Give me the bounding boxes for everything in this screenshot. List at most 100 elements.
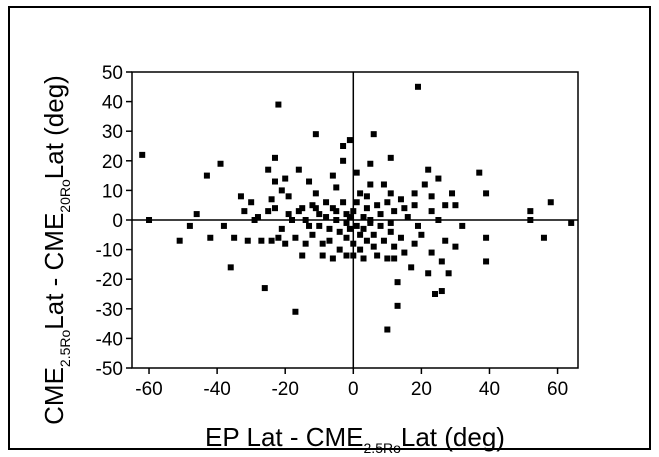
data-point	[411, 240, 418, 247]
data-point	[323, 214, 330, 221]
data-point	[237, 193, 244, 200]
data-point	[295, 166, 302, 173]
data-point	[316, 211, 323, 218]
data-point	[411, 190, 418, 197]
data-point	[394, 279, 401, 286]
data-point	[374, 252, 381, 259]
data-point	[343, 219, 350, 226]
data-point	[316, 222, 323, 229]
data-point	[483, 190, 490, 197]
x-tick-label: 0	[348, 379, 359, 400]
data-point	[254, 214, 261, 221]
x-tick-label: 20	[411, 379, 432, 400]
data-point	[282, 175, 289, 182]
data-point	[401, 205, 408, 212]
y-axis-title-middle: Lat - CME	[39, 213, 69, 330]
data-point	[391, 255, 398, 262]
data-point	[329, 172, 336, 179]
data-point	[340, 199, 347, 206]
data-point	[357, 231, 364, 238]
data-point	[363, 205, 370, 212]
data-point	[302, 217, 309, 223]
data-point	[425, 270, 432, 277]
data-point	[357, 190, 364, 197]
y-tick-label: -20	[96, 270, 123, 291]
data-point	[336, 228, 343, 235]
y-axis-title-subscript-1: 2.5Ro	[57, 330, 73, 368]
data-point	[394, 302, 401, 309]
y-tick-label: 10	[102, 181, 123, 202]
data-point	[333, 208, 340, 215]
y-tick-label: 30	[102, 122, 123, 143]
data-point	[278, 225, 285, 232]
data-point	[333, 217, 340, 223]
data-point	[367, 181, 374, 188]
data-point	[309, 202, 316, 209]
data-point	[568, 219, 575, 226]
data-point	[374, 202, 381, 209]
data-point	[449, 190, 456, 197]
data-point	[367, 219, 374, 226]
x-tick-label: -40	[203, 379, 230, 400]
data-point	[271, 154, 278, 161]
data-point	[176, 237, 183, 244]
data-point	[428, 193, 435, 200]
data-point	[483, 258, 490, 265]
x-tick-label: 40	[479, 379, 500, 400]
data-point	[146, 217, 153, 223]
data-point	[377, 222, 384, 229]
data-point	[425, 166, 432, 173]
data-point	[323, 199, 330, 206]
data-point	[350, 252, 357, 259]
data-point	[299, 252, 306, 259]
data-point	[432, 291, 439, 297]
data-point	[217, 160, 224, 167]
data-point	[292, 234, 299, 241]
data-point	[438, 258, 445, 265]
data-point	[346, 225, 353, 232]
data-point	[442, 202, 449, 209]
data-point	[271, 205, 278, 212]
data-point	[193, 211, 200, 218]
data-point	[414, 222, 421, 229]
data-point	[387, 154, 394, 161]
y-tick-label: -40	[96, 329, 123, 350]
data-point	[438, 288, 445, 295]
data-point	[241, 208, 248, 215]
data-point	[360, 225, 367, 232]
data-point	[289, 217, 296, 223]
data-point	[404, 214, 411, 221]
data-point	[139, 151, 146, 158]
data-point	[326, 225, 333, 232]
data-point	[408, 264, 415, 271]
x-tick-label: -60	[135, 379, 162, 400]
data-point	[343, 252, 350, 259]
data-point	[278, 187, 285, 194]
data-point	[353, 222, 360, 229]
y-tick-label: 40	[102, 93, 123, 114]
data-point	[401, 249, 408, 256]
data-point	[370, 131, 377, 138]
data-point	[346, 214, 353, 221]
y-axis-title-subscript-2: 20Ro	[57, 179, 73, 213]
data-point	[540, 234, 547, 241]
data-point	[363, 193, 370, 200]
data-point	[384, 326, 391, 333]
data-point	[333, 184, 340, 191]
x-axis-title-main: EP Lat - CME	[205, 422, 363, 452]
data-point	[387, 190, 394, 197]
data-point	[387, 219, 394, 226]
data-point	[186, 222, 193, 229]
data-point	[292, 308, 299, 315]
data-point	[363, 237, 370, 244]
data-point	[329, 255, 336, 262]
data-point	[306, 222, 313, 229]
data-point	[275, 234, 282, 241]
data-point	[527, 217, 534, 223]
x-axis: -60 -40 -20 0 20 40 60	[135, 368, 568, 400]
x-tick-label: -20	[271, 379, 298, 400]
data-point	[387, 228, 394, 235]
data-point	[428, 249, 435, 256]
data-point	[282, 240, 289, 247]
